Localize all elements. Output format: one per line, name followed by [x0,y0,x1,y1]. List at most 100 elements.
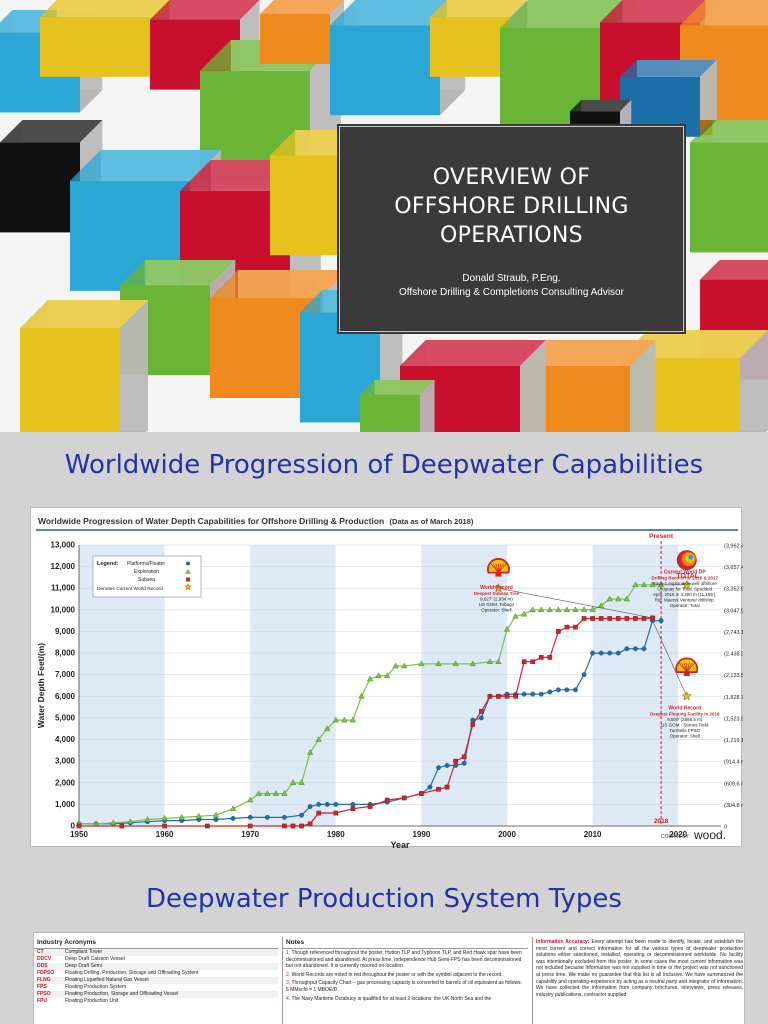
data-point-subsea [530,659,535,665]
note-item: 1. Though referenced throughout the post… [286,950,522,970]
data-point-platform [598,650,604,656]
data-point-exploration [615,595,622,602]
data-point-platform [607,650,613,656]
y-axis-ticks: 0 1,000 2,000 3,000 4,000 5,000 6,000 7,000 8,00… [51,541,76,831]
data-point-exploration [418,660,425,667]
data-point-subsea [247,823,253,829]
acronym-code: FLNG [37,977,51,983]
cube-side-face [420,380,435,432]
note-text: The Navy Maritime Octabuoy is qualified … [291,995,492,1002]
data-point-exploration [281,790,288,796]
wood-logo: wood. [693,828,726,842]
legend-item-record: Denotes Current World Record [97,586,163,592]
data-point-exploration [649,581,656,588]
cube-shadow-face [700,260,768,280]
data-point-platform [615,650,621,656]
y-tick-label: 8,000 [55,649,76,658]
acronym-meaning: Floating Production, Storage and Offload… [65,991,179,997]
right-tick-label: (304.8 m) [724,803,743,809]
data-point-subsea [581,616,587,621]
data-point-exploration [127,818,134,824]
decade-band [335,545,422,826]
data-point-subsea [496,694,501,699]
data-point-exploration [563,606,571,613]
callout-line: Deepest Floating Facility in 2016 [650,711,720,716]
note-item: 2. World Records are noted in red throug… [286,971,503,978]
info-accuracy-head: Information Accuracy: [536,939,590,945]
cube-shadow-face [210,270,348,298]
legend-circle-marker [186,561,190,566]
data-point-exploration [264,790,271,796]
data-point-exploration [555,606,562,613]
data-point-platform [282,814,287,820]
data-point-subsea [453,758,458,764]
data-point-subsea [401,795,407,801]
poster-excerpt: Industry Acronyms CT Compliant Tower DDCV D… [33,932,745,1024]
y-tick-label: 9,000 [55,627,76,636]
data-point-platform [581,672,587,678]
data-point-platform [658,618,664,624]
data-point-exploration [546,606,553,613]
acronym-row: FPU Floating Production Unit [34,998,278,1005]
cube-shadow-face [680,0,768,26]
acronym-row: FDPSO Floating Drilling, Production, Stor… [34,970,278,977]
data-point-platform [247,814,253,820]
right-tick-label: (3,352.6 m) [724,587,743,593]
data-point-exploration [298,779,305,785]
data-point-subsea [633,616,638,621]
data-point-subsea [470,722,476,727]
cube-front-face [0,142,80,233]
data-point-exploration [324,725,331,731]
x-tick-label: 1970 [241,830,259,839]
cube-side-face [740,330,768,432]
data-point-subsea [513,694,518,699]
acronyms-column: Industry Acronyms CT Compliant Tower DDCV D… [34,937,278,1024]
data-point-subsea [547,655,553,660]
data-point-platform [436,765,441,771]
legend-item-subsea: Subsea [138,577,155,583]
y-tick-label: 1,000 [55,800,76,809]
data-point-subsea [521,659,527,665]
legend-item-platforms: Platforms/Floater [127,561,165,567]
shell-icon [675,657,699,677]
acronym-row: DDCV Deep Draft Caisson Vessel [34,956,278,963]
data-point-subsea [607,616,613,621]
world-record-star [493,583,504,593]
data-point-platform [307,804,313,809]
chart-legend: Legend: Platforms/Floater Exploration Su… [92,555,202,598]
x-tick-label: 1960 [156,830,174,839]
data-point-exploration [289,779,297,785]
title-line: OVERVIEW OF [432,165,591,190]
cube-shadow-face [690,120,768,143]
data-point-platform [444,763,450,768]
data-point-subsea [615,616,621,621]
acronym-code: FPSO [37,991,51,997]
water-depth-chart: Worldwide Progression of Water Depth Cap… [36,516,752,850]
production-systems-slide: Deepwater Production System Types Indust… [0,864,768,1024]
right-tick-label: (2,133.5 m) [724,673,743,679]
right-tick-label: (914.4 m) [724,760,743,766]
data-point-platform [324,801,330,807]
callout-head: Current World DP [664,569,707,575]
acronym-code: DDS [37,963,48,969]
data-point-exploration [375,672,382,678]
data-point-platform [573,687,578,693]
chart-series [75,581,665,829]
data-point-platform [461,760,467,766]
legend-title: Legend: [97,561,119,567]
data-point-subsea [556,629,561,634]
cube-front-face [40,16,160,77]
y-tick-label: 4,000 [55,735,76,744]
total-lettering: TOTAL [676,573,699,580]
data-point-exploration [332,716,339,723]
data-point-subsea [479,709,484,714]
data-point-exploration [486,658,494,664]
callout-head: World Record [480,585,513,591]
data-point-exploration [341,716,348,723]
y-tick-label: 13,000 [51,541,76,550]
data-point-exploration [503,625,511,632]
data-point-subsea [205,823,210,829]
data-point-exploration [178,813,185,820]
data-point-platform [530,691,536,697]
